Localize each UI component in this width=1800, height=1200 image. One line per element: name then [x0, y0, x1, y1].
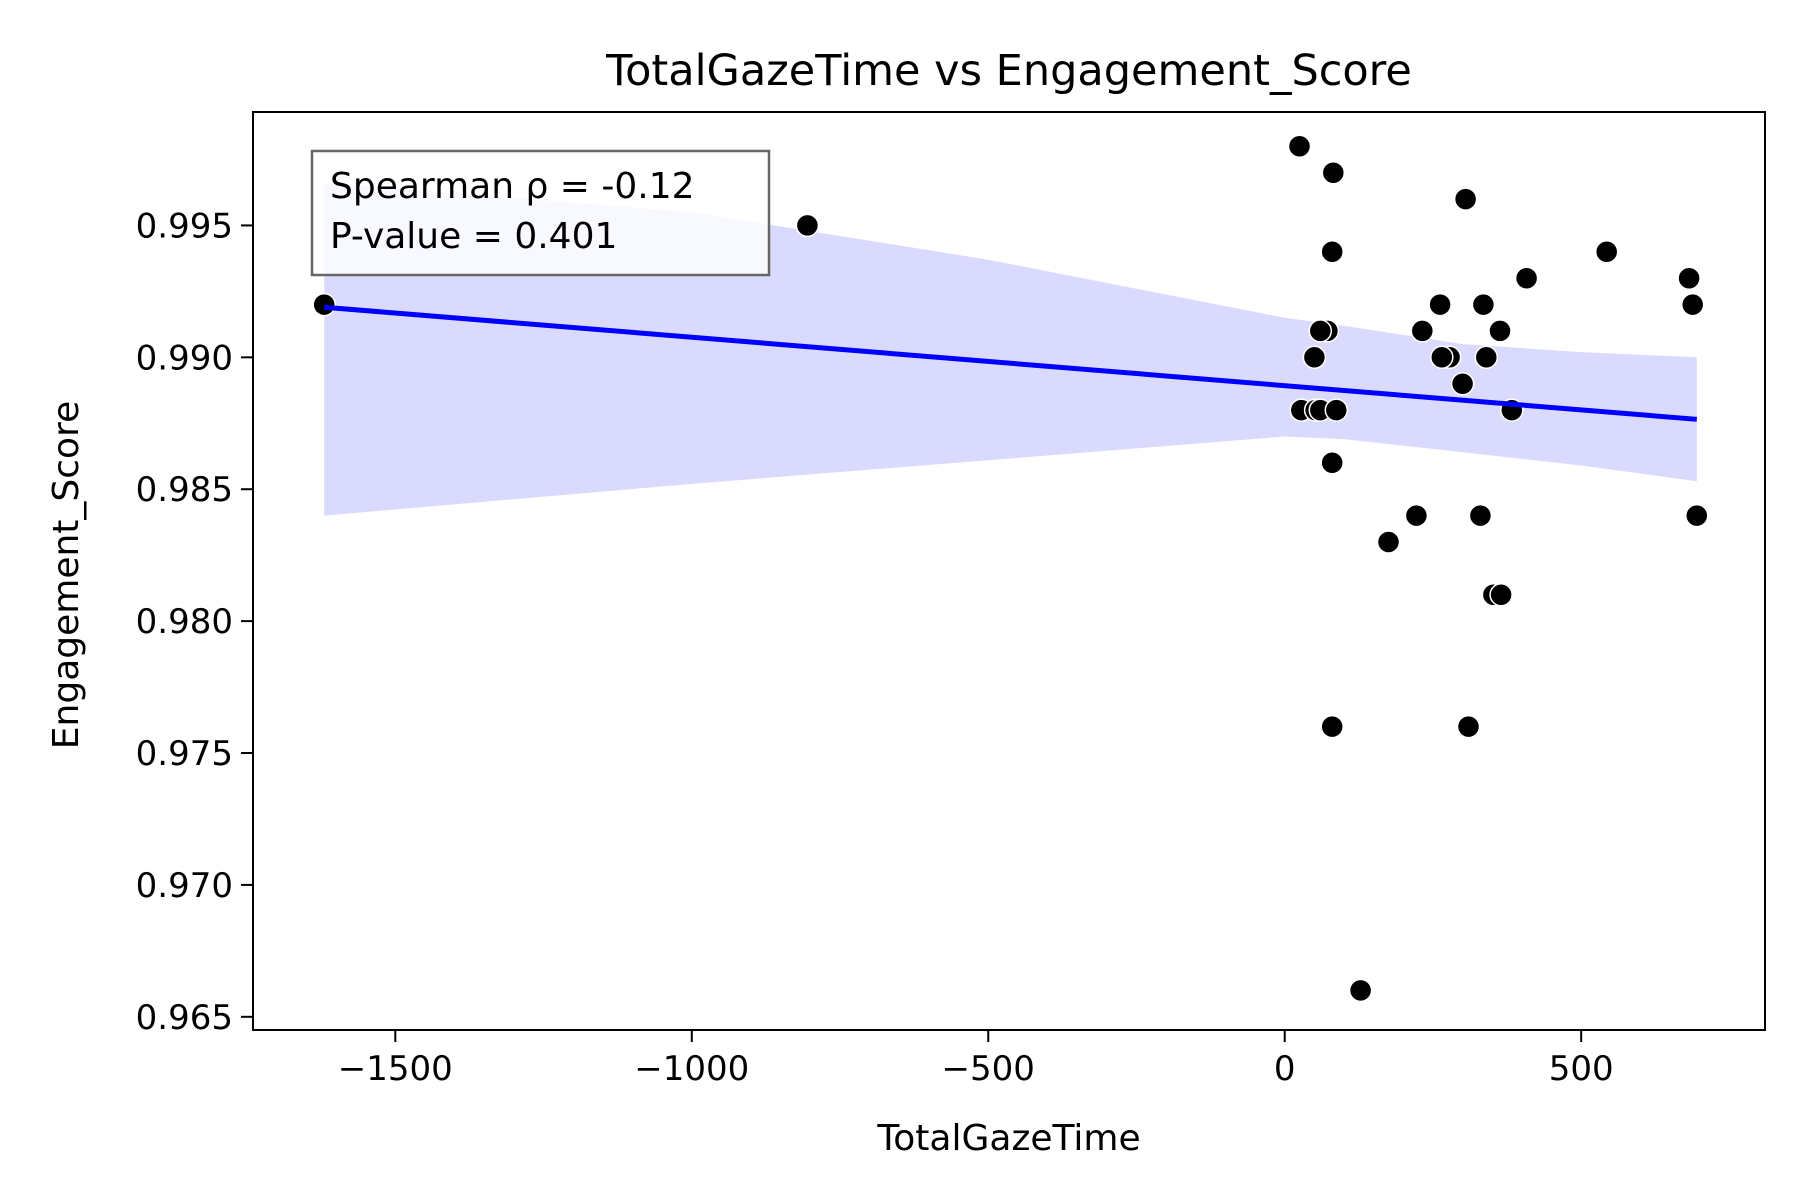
data-point — [1453, 187, 1478, 211]
stats-spearman: Spearman ρ = -0.12 — [330, 166, 695, 207]
stats-p-value: P-value = 0.401 — [330, 216, 617, 257]
y-tick-label: 0.995 — [136, 206, 233, 246]
y-axis-label: Engagement_Score — [46, 401, 87, 749]
x-tick-label: −500 — [942, 1049, 1035, 1089]
data-point — [1324, 398, 1349, 422]
x-axis-label: TotalGazeTime — [876, 1118, 1140, 1159]
data-point — [1677, 266, 1701, 290]
regression-line — [323, 304, 1698, 422]
data-point — [1320, 240, 1344, 264]
x-tick-label: −1500 — [338, 1049, 453, 1089]
chart-title: TotalGazeTime vs Engagement_Score — [605, 46, 1412, 96]
data-point — [1488, 319, 1512, 343]
x-tick-label: 500 — [1549, 1049, 1614, 1089]
data-point — [1348, 978, 1373, 1003]
data-point — [1302, 345, 1327, 370]
y-tick-label: 0.990 — [136, 338, 233, 378]
x-axis: −1500 −1000 −500 0 500 — [338, 1030, 1614, 1089]
data-point — [1685, 503, 1709, 528]
data-point — [1468, 503, 1493, 528]
data-point — [1428, 292, 1452, 317]
data-point — [1308, 319, 1333, 343]
y-tick-label: 0.985 — [136, 470, 233, 510]
data-point — [1430, 345, 1454, 370]
y-tick-label: 0.975 — [136, 734, 233, 774]
data-point — [1456, 714, 1481, 739]
stats-box-frame — [310, 149, 771, 277]
y-tick-label: 0.965 — [136, 998, 233, 1038]
stats-box: Spearman ρ = -0.12 P-value = 0.401 — [310, 149, 771, 277]
plot-frame — [252, 111, 1766, 1031]
data-point — [1471, 292, 1496, 317]
x-tick-label: −1000 — [634, 1049, 749, 1089]
data-point — [1321, 160, 1346, 185]
data-point — [1376, 530, 1401, 554]
data-point — [1320, 714, 1344, 739]
data-point — [1489, 582, 1513, 607]
data-point — [1514, 266, 1539, 290]
x-tick-label: 0 — [1274, 1049, 1296, 1089]
data-point — [795, 213, 820, 238]
data-point — [1594, 240, 1619, 264]
y-tick-label: 0.980 — [136, 602, 233, 642]
data-point — [1410, 319, 1435, 343]
data-point — [1680, 292, 1705, 317]
y-axis: 0.965 0.970 0.975 0.980 0.985 0.990 0.995 — [136, 206, 253, 1038]
data-point — [1320, 451, 1344, 475]
data-point — [1404, 503, 1429, 528]
data-point — [312, 292, 336, 317]
data-point — [1474, 345, 1499, 370]
data-point — [1287, 134, 1312, 159]
y-tick-label: 0.970 — [136, 866, 233, 906]
data-point — [1450, 371, 1475, 396]
